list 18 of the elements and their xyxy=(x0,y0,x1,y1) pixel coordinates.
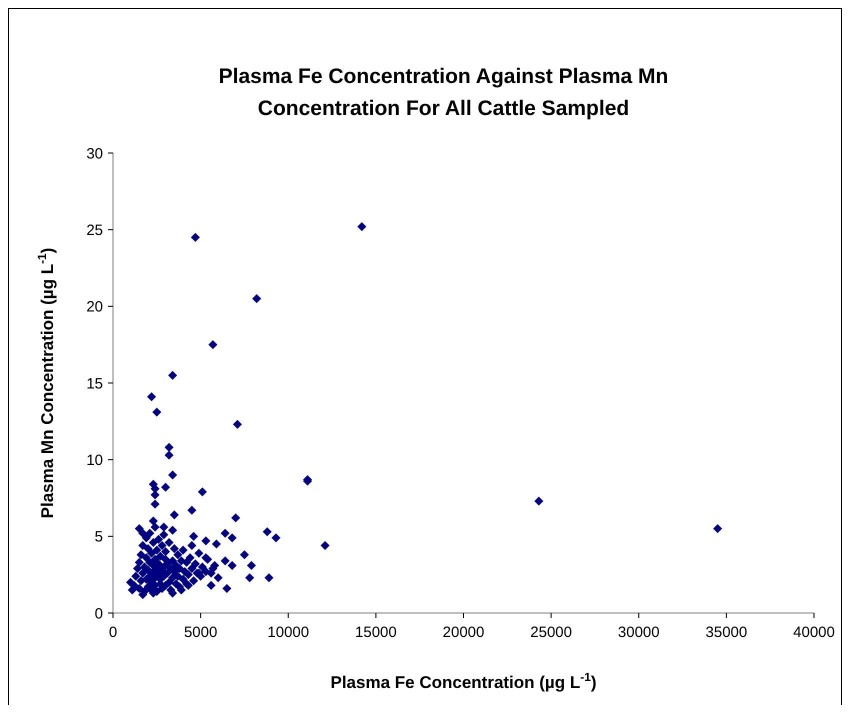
y-tick-label: 10 xyxy=(86,452,103,469)
y-tick-label: 5 xyxy=(94,528,103,546)
x-tick-label: 0 xyxy=(108,624,118,641)
x-tick-label: 40000 xyxy=(793,624,835,641)
y-tick-label: 20 xyxy=(86,298,103,316)
x-axis-title: Plasma Fe Concentration (µg L$^{-1}$) xyxy=(330,670,596,692)
x-tick-label: 5000 xyxy=(184,624,218,641)
y-tick-label: 0 xyxy=(94,605,103,622)
y-tick-label: 30 xyxy=(86,145,103,162)
y-tick-label: 25 xyxy=(86,222,103,239)
x-tick-label: 10000 xyxy=(267,624,310,641)
chart-title: Plasma Fe Concentration Against Plasma Mn Concentration For All Cattle Sampled xyxy=(218,65,668,120)
x-tick-label: 25000 xyxy=(530,624,572,641)
x-tick-label: 20000 xyxy=(442,624,484,641)
y-tick-label: 15 xyxy=(86,375,103,392)
x-tick-label: 30000 xyxy=(618,624,660,641)
x-tick-label: 35000 xyxy=(706,624,748,641)
x-tick-label: 15000 xyxy=(355,624,397,641)
